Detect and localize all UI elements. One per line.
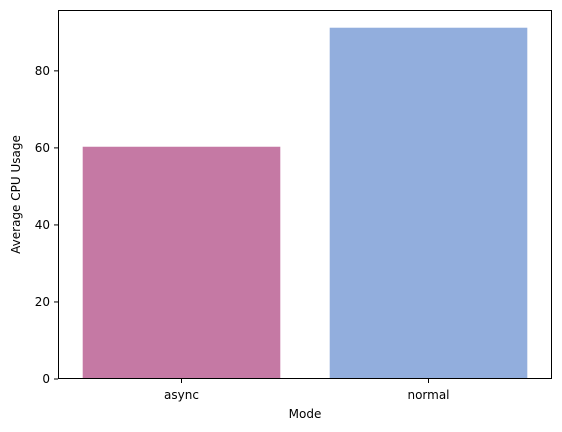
y-tick-label-80: 80 (35, 64, 50, 78)
plot-frame (58, 10, 552, 379)
y-tick-label-20: 20 (35, 295, 50, 309)
bars-group (82, 27, 528, 379)
y-tick-label-0: 0 (42, 372, 50, 386)
x-tick-label-normal: normal (407, 388, 449, 402)
x-tick-label-async: async (164, 388, 199, 402)
x-axis-ticks: async normal (164, 379, 450, 402)
y-tick-label-60: 60 (35, 141, 50, 155)
y-axis-label: Average CPU Usage (9, 135, 23, 254)
y-axis-ticks: 0 20 40 60 80 (35, 64, 58, 386)
bar-async (82, 146, 281, 379)
bar-normal (329, 27, 528, 379)
x-axis-label: Mode (289, 407, 322, 421)
y-tick-label-40: 40 (35, 218, 50, 232)
